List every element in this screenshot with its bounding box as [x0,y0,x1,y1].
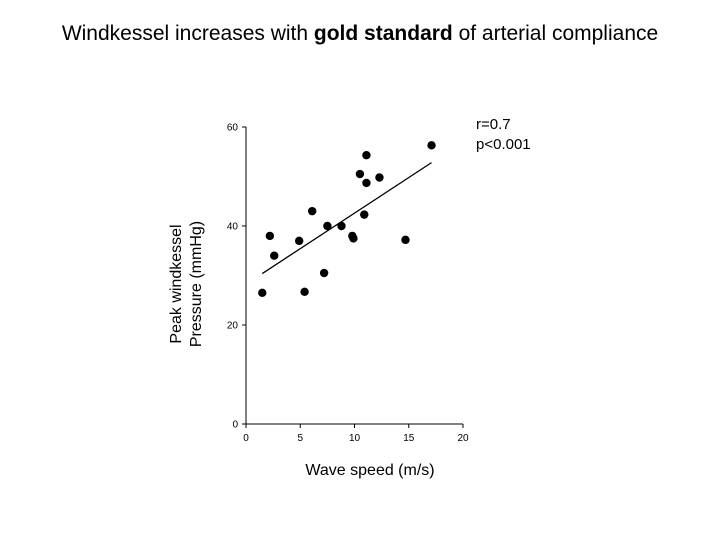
title-part-1: Windkessel increases with [61,22,314,45]
x-tick-label: 15 [403,433,415,444]
data-point [337,221,346,231]
regression-line [261,162,432,275]
data-point [349,234,358,243]
data-point [319,268,329,278]
correlation-stats: r=0.7 p<0.001 [476,115,531,155]
y-tick-label: 40 [227,222,239,233]
x-axis-label: Wave speed (m/s) [305,462,435,479]
x-tick-label: 0 [243,433,249,444]
axes: 0 20 40 60 0 5 10 15 20 [227,123,469,445]
data-point [427,141,436,150]
data-point [360,210,369,219]
data-point [294,236,304,246]
data-point [258,288,267,298]
chart-title: Windkessel increases with gold standard … [0,22,720,46]
data-point [270,251,279,260]
data-point [355,169,365,179]
p-value: p<0.001 [476,136,531,153]
data-point [375,173,384,182]
y-axis-label-line-2: Pressure (mmHg) [188,220,205,348]
y-tick-label: 20 [227,321,239,332]
title-bold: gold standard [313,22,453,45]
data-point [362,151,371,160]
x-tick-label: 10 [349,433,361,444]
x-tick-label: 20 [457,433,469,444]
y-tick-label: 60 [227,123,239,134]
data-points [258,141,436,298]
y-tick-label: 0 [232,420,238,431]
data-point [307,206,317,216]
fit-line [261,162,432,275]
data-point [300,287,309,297]
r-value: r=0.7 [476,116,511,133]
x-tick-label: 5 [297,433,303,444]
data-point [323,221,332,231]
y-axis-label-line-1: Peak windkessel [168,224,185,344]
data-point [401,235,410,245]
data-point [265,231,275,241]
data-point [362,178,371,188]
title-part-2: of arterial compliance [452,22,659,45]
